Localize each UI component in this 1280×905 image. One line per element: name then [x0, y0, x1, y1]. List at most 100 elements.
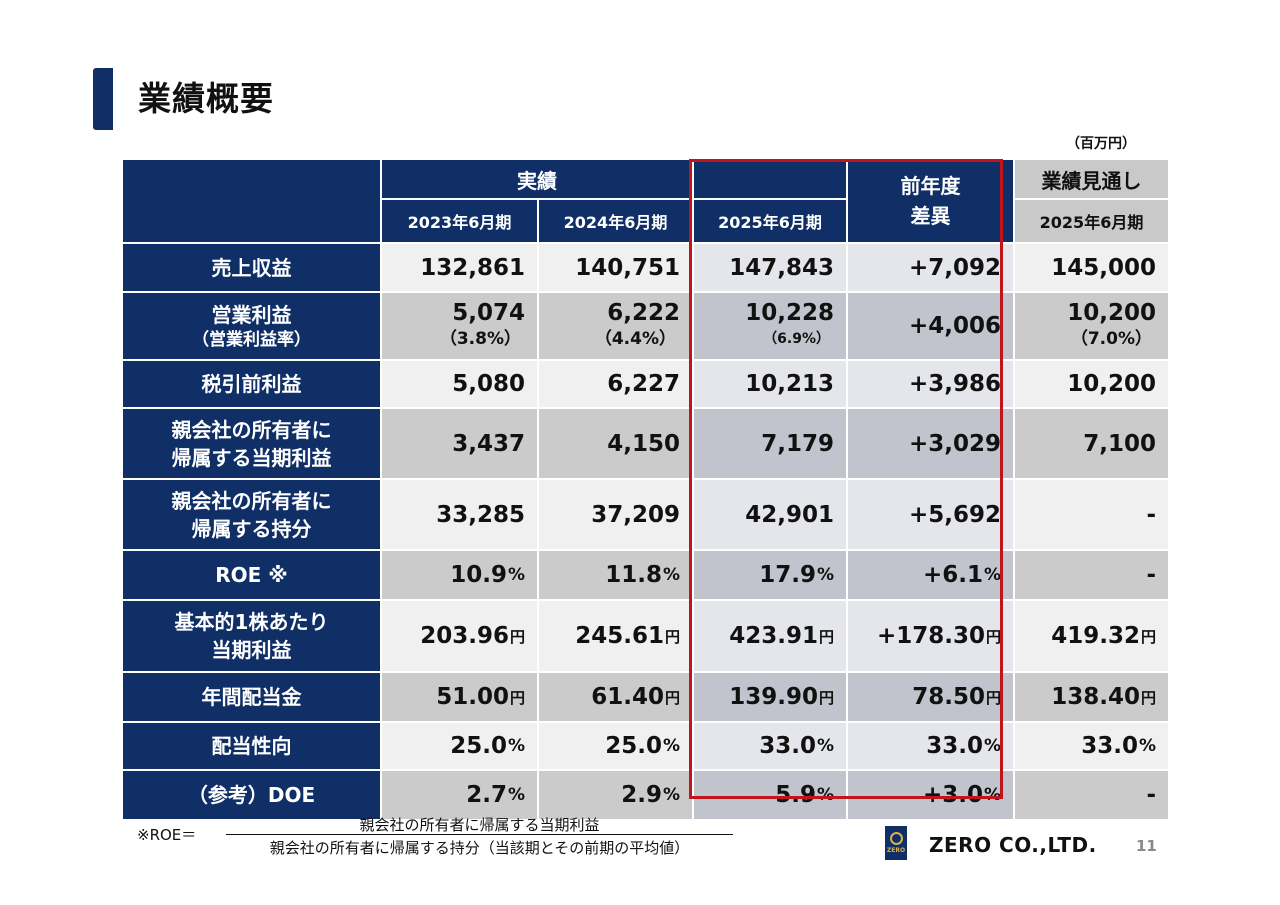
cell-unit-suffix: 円 — [985, 627, 1001, 646]
cell-unit-suffix: % — [816, 565, 834, 585]
cell-value: 33,285 — [436, 501, 525, 528]
cell-forecast-2025: - — [1015, 771, 1168, 819]
header-corner — [123, 160, 380, 242]
row-label: 親会社の所有者に 帰属する当期利益 — [123, 409, 380, 478]
cell-yoy-diff: +3.0% — [848, 771, 1013, 819]
cell-forecast-2025: 138.40 円 — [1015, 673, 1168, 721]
row-label: 基本的1株あたり 当期利益 — [123, 601, 380, 671]
row-label-line: 親会社の所有者に — [171, 488, 332, 513]
cell-value: 423.91 — [729, 623, 818, 649]
cell-fy2023: 10.9% — [382, 551, 537, 599]
cell-fy2024: 11.8% — [539, 551, 692, 599]
footnote-numerator: 親会社の所有者に帰属する当期利益 — [359, 816, 600, 834]
cell-unit-suffix: % — [816, 736, 834, 756]
cell-value: 3,437 — [452, 430, 525, 457]
cell-unit-suffix: % — [983, 565, 1001, 585]
footnote-label: ※ROE＝ — [137, 826, 197, 844]
header-forecast-period: 2025年6月期 — [1015, 200, 1168, 242]
cell-value: 78.50 — [912, 684, 985, 710]
cell-unit-suffix: 円 — [818, 627, 834, 646]
cell-forecast-2025: 419.32 円 — [1015, 601, 1168, 671]
cell-value: 5.9 — [775, 782, 816, 808]
header-forecast: 業績見通し — [1015, 160, 1168, 198]
company-name: ZERO CO.,LTD. — [929, 833, 1097, 857]
cell-value: 145,000 — [1051, 254, 1156, 281]
cell-fy2025: 5.9% — [694, 771, 846, 819]
cell-subvalue: （3.8%） — [439, 329, 521, 349]
page-title: 業績概要 — [138, 79, 274, 118]
cell-unit-suffix: 円 — [509, 688, 525, 707]
row-label: 税引前利益 — [123, 361, 380, 407]
cell-unit-suffix: % — [816, 785, 834, 805]
cell-unit-suffix: % — [1138, 736, 1156, 756]
header-yoy-line2: 差異 — [910, 204, 951, 228]
company-logo-icon: ZERO — [885, 826, 907, 860]
row-label-line: 親会社の所有者に — [171, 417, 332, 442]
cell-value: 33.0 — [926, 733, 983, 759]
cell-fy2024: 6,227 — [539, 361, 692, 407]
row-label-line: 税引前利益 — [201, 372, 302, 396]
cell-value: 33.0 — [759, 733, 816, 759]
row-label-line: 売上収益 — [211, 255, 292, 280]
cell-yoy-diff: +5,692 — [848, 480, 1013, 549]
cell-value: +7,092 — [908, 254, 1001, 281]
logo-circle — [889, 832, 903, 845]
header-period-2023: 2023年6月期 — [382, 200, 537, 242]
cell-unit-suffix: % — [662, 565, 680, 585]
cell-unit-suffix: 円 — [985, 688, 1001, 707]
cell-value: 10.9 — [450, 562, 507, 588]
cell-fy2023: 203.96 円 — [382, 601, 537, 671]
cell-fy2025: 423.91 円 — [694, 601, 846, 671]
cell-value: 25.0 — [450, 733, 507, 759]
row-label: （参考）DOE — [123, 771, 380, 819]
header-actual: 実績 — [382, 160, 692, 198]
title-accent-bar — [93, 68, 113, 130]
cell-forecast-2025: 10,200 （7.0%） — [1015, 293, 1168, 359]
cell-unit-suffix: 円 — [1140, 627, 1156, 646]
cell-value: - — [1146, 501, 1156, 528]
cell-fy2023: 132,861 — [382, 244, 537, 291]
cell-value: +3.0 — [922, 782, 983, 808]
cell-fy2025: 10,213 — [694, 361, 846, 407]
cell-value: 7,100 — [1083, 430, 1156, 457]
cell-fy2023: 5,074 （3.8%） — [382, 293, 537, 359]
cell-fy2023: 2.7% — [382, 771, 537, 819]
cell-yoy-diff: +3,029 — [848, 409, 1013, 478]
cell-yoy-diff: +178.30 円 — [848, 601, 1013, 671]
cell-value: 61.40 — [591, 684, 664, 710]
logo-text: ZERO — [886, 847, 906, 854]
row-label: 売上収益 — [123, 244, 380, 291]
cell-subvalue: （4.4%） — [594, 329, 676, 349]
cell-fy2024: 37,209 — [539, 480, 692, 549]
cell-value: 139.90 — [729, 684, 818, 710]
cell-value: 37,209 — [591, 501, 680, 528]
cell-fy2024: 245.61 円 — [539, 601, 692, 671]
cell-fy2023: 33,285 — [382, 480, 537, 549]
cell-unit-suffix: 円 — [509, 627, 525, 646]
cell-value: 6,227 — [607, 371, 680, 397]
cell-value: 419.32 — [1051, 623, 1140, 649]
cell-fy2025: 147,843 — [694, 244, 846, 291]
row-label-line: 年間配当金 — [201, 685, 302, 709]
cell-value: 5,080 — [452, 371, 525, 397]
cell-value: 6,222 — [607, 300, 680, 326]
cell-value: 51.00 — [436, 684, 509, 710]
cell-yoy-diff: +6.1% — [848, 551, 1013, 599]
performance-table: 実績 前年度 差異 業績見通し 2023年6月期 2024年6月期 2025年6… — [123, 160, 1168, 819]
cell-unit-suffix: 円 — [1140, 688, 1156, 707]
cell-value: 25.0 — [605, 733, 662, 759]
cell-fy2023: 25.0% — [382, 723, 537, 769]
cell-value: 5,074 — [452, 300, 525, 326]
cell-fy2025: 33.0% — [694, 723, 846, 769]
cell-fy2023: 51.00 円 — [382, 673, 537, 721]
cell-fy2025: 10,228 （6.9%） — [694, 293, 846, 359]
cell-fy2025: 42,901 — [694, 480, 846, 549]
cell-value: 132,861 — [420, 254, 525, 281]
row-label-line: ROE ※ — [215, 563, 288, 587]
cell-fy2024: 61.40 円 — [539, 673, 692, 721]
cell-yoy-diff: +4,006 — [848, 293, 1013, 359]
cell-value: 245.61 — [575, 623, 664, 649]
cell-unit-suffix: % — [662, 736, 680, 756]
cell-fy2025: 17.9% — [694, 551, 846, 599]
cell-yoy-diff: 33.0% — [848, 723, 1013, 769]
